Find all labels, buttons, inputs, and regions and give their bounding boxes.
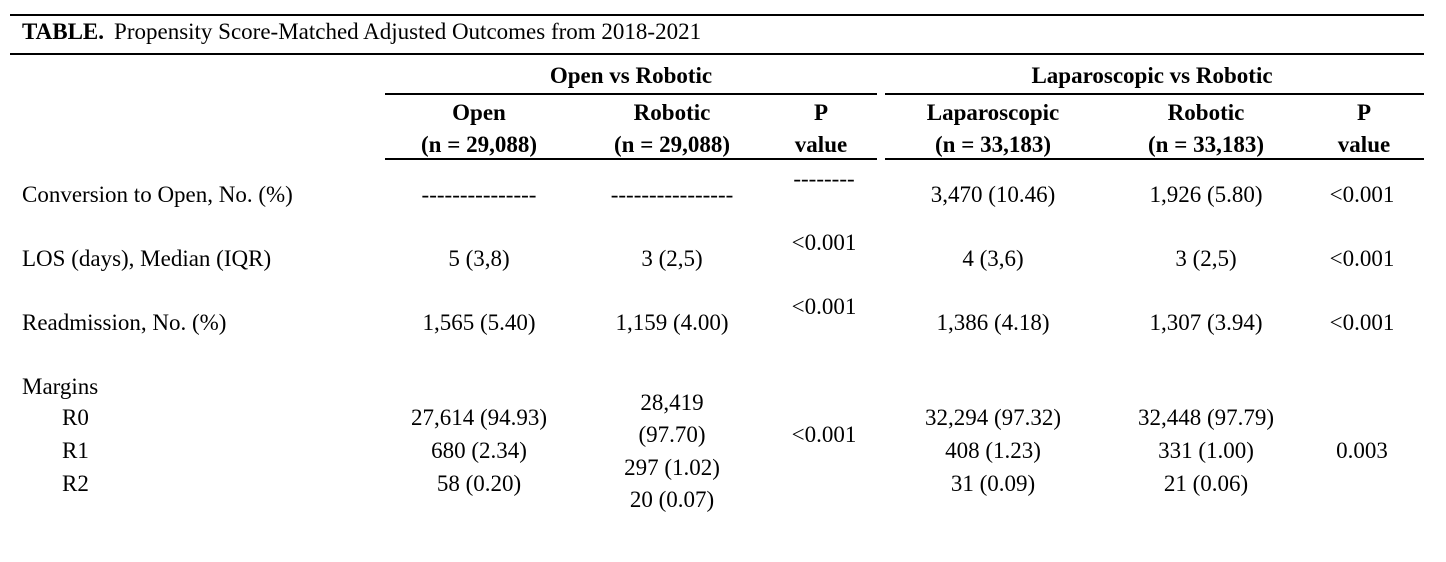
col-header-p-2: P xyxy=(1356,100,1372,125)
col-header-robotic-2: Robotic xyxy=(1167,100,1245,125)
top-rule xyxy=(10,14,1424,16)
cell-los-laparoscopic: 4 (3,6) xyxy=(962,246,1024,271)
col-header-open: Open xyxy=(452,100,506,125)
cell-margins-laparoscopic-r0: 32,294 (97.32) xyxy=(924,405,1062,430)
cell-los-p-1: <0.001 xyxy=(791,230,857,255)
cell-los-robotic-1: 3 (2,5) xyxy=(641,246,703,271)
cell-margins-open-r2: 58 (0.20) xyxy=(436,471,522,496)
cell-margins-open-r1: 680 (2.34) xyxy=(431,438,527,463)
caption-rule xyxy=(10,53,1424,55)
cell-margins-laparoscopic-r2: 31 (0.09) xyxy=(950,471,1036,496)
cell-margins-robotic-1-r0-line1: 28,419 xyxy=(640,390,704,415)
table-caption: TABLE. Propensity Score-Matched Adjusted … xyxy=(22,20,701,43)
cell-margins-robotic-2-r2: 21 (0.06) xyxy=(1163,471,1249,496)
cell-readmission-robotic-2: 1,307 (3.94) xyxy=(1149,310,1263,335)
cell-margins-open-r0: 27,614 (94.93) xyxy=(410,405,548,430)
cell-readmission-p-1: <0.001 xyxy=(791,294,857,319)
cell-margins-robotic-1-r2: 20 (0.07) xyxy=(629,487,715,512)
caption-text: Propensity Score-Matched Adjusted Outcom… xyxy=(114,19,702,44)
col-header-laparoscopic-n: (n = 33,183) xyxy=(935,132,1051,157)
cell-readmission-p-2: <0.001 xyxy=(1329,310,1395,335)
caption-label: TABLE. xyxy=(22,19,105,44)
cell-conversion-robotic-2: 1,926 (5.80) xyxy=(1149,182,1263,207)
col-header-p-1: P xyxy=(813,100,829,125)
cell-los-robotic-2: 3 (2,5) xyxy=(1175,246,1237,271)
cell-margins-p-1: <0.001 xyxy=(791,422,857,447)
cell-margins-robotic-2-r1: 331 (1.00) xyxy=(1158,438,1254,463)
cell-margins-robotic-1-r1: 297 (1.02) xyxy=(624,455,720,480)
cell-conversion-p-2: <0.001 xyxy=(1329,182,1395,207)
col-header-robotic-1-n: (n = 29,088) xyxy=(614,132,730,157)
col-header-p-2-sub: value xyxy=(1337,132,1391,157)
cell-conversion-p-1: -------- xyxy=(793,166,855,191)
col-header-robotic-1: Robotic xyxy=(633,100,711,125)
group-underline-open-vs-robotic xyxy=(385,93,877,95)
cell-readmission-robotic-1: 1,159 (4.00) xyxy=(615,310,729,335)
cell-margins-robotic-1-r0-line2: (97.70) xyxy=(638,422,706,447)
cell-margins-laparoscopic-r1: 408 (1.23) xyxy=(945,438,1041,463)
cell-conversion-robotic-1: ---------------- xyxy=(610,182,734,207)
header-underline-open-vs-robotic xyxy=(385,158,877,160)
cell-conversion-open: --------------- xyxy=(421,182,537,207)
cell-conversion-laparoscopic: 3,470 (10.46) xyxy=(930,182,1056,207)
group-underline-lap-vs-robotic xyxy=(885,93,1424,95)
group-header-lap-vs-robotic: Laparoscopic vs Robotic xyxy=(1031,63,1273,88)
row-label-r0: R0 xyxy=(62,405,89,430)
row-label-readmission: Readmission, No. (%) xyxy=(22,310,227,335)
col-header-open-n: (n = 29,088) xyxy=(421,132,537,157)
row-label-margins: Margins xyxy=(22,374,99,399)
row-label-r2: R2 xyxy=(62,471,89,496)
group-header-open-vs-robotic: Open vs Robotic xyxy=(549,63,713,88)
cell-readmission-open: 1,565 (5.40) xyxy=(422,310,536,335)
cell-los-p-2: <0.001 xyxy=(1329,246,1395,271)
col-header-robotic-2-n: (n = 33,183) xyxy=(1148,132,1264,157)
row-label-los: LOS (days), Median (IQR) xyxy=(22,246,272,271)
cell-readmission-laparoscopic: 1,386 (4.18) xyxy=(936,310,1050,335)
row-label-conversion: Conversion to Open, No. (%) xyxy=(22,182,293,207)
cell-los-open: 5 (3,8) xyxy=(448,246,510,271)
col-header-p-1-sub: value xyxy=(794,132,848,157)
cell-margins-robotic-2-r0: 32,448 (97.79) xyxy=(1137,405,1275,430)
col-header-laparoscopic: Laparoscopic xyxy=(926,100,1060,125)
header-underline-lap-vs-robotic xyxy=(885,158,1424,160)
row-label-r1: R1 xyxy=(62,438,89,463)
cell-margins-p-2: 0.003 xyxy=(1336,438,1388,463)
